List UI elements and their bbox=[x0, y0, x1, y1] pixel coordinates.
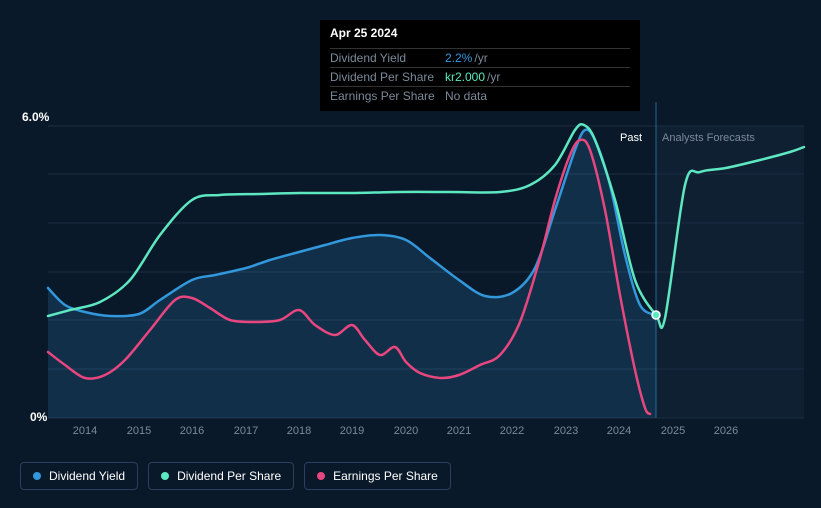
legend-label: Dividend Yield bbox=[49, 469, 125, 483]
tooltip-value: No data bbox=[445, 89, 487, 103]
tooltip-label: Dividend Per Share bbox=[330, 70, 445, 84]
tooltip-value: 2.2% bbox=[445, 51, 472, 65]
tooltip-label: Earnings Per Share bbox=[330, 89, 445, 103]
x-tick: 2023 bbox=[554, 425, 578, 437]
past-label: Past bbox=[620, 132, 642, 144]
legend-item[interactable]: Dividend Yield bbox=[20, 462, 138, 490]
tooltip-unit: /yr bbox=[474, 51, 487, 65]
legend-dot bbox=[161, 472, 169, 480]
x-tick: 2021 bbox=[447, 425, 471, 437]
legend-item[interactable]: Earnings Per Share bbox=[304, 462, 451, 490]
tooltip-row: Earnings Per ShareNo data bbox=[330, 86, 630, 105]
x-axis: 2014 2015 2016 2017 2018 2019 2020 2021 2022 2023… bbox=[0, 425, 821, 441]
x-tick: 2018 bbox=[287, 425, 311, 437]
x-tick: 2014 bbox=[73, 425, 97, 437]
x-tick: 2024 bbox=[607, 425, 631, 437]
legend-dot bbox=[33, 472, 41, 480]
x-tick: 2020 bbox=[394, 425, 418, 437]
legend-dot bbox=[317, 472, 325, 480]
dividend-chart: Apr 25 2024 Dividend Yield2.2% /yrDivide… bbox=[0, 0, 821, 508]
tooltip-row: Dividend Per Sharekr2.000 /yr bbox=[330, 67, 630, 86]
legend-label: Dividend Per Share bbox=[177, 469, 281, 483]
x-tick: 2019 bbox=[340, 425, 364, 437]
legend-item[interactable]: Dividend Per Share bbox=[148, 462, 294, 490]
y-axis-min: 0% bbox=[30, 410, 47, 424]
tooltip-rows: Dividend Yield2.2% /yrDividend Per Share… bbox=[330, 48, 630, 105]
x-tick: 2025 bbox=[661, 425, 685, 437]
forecast-label: Analysts Forecasts bbox=[662, 132, 755, 144]
x-tick: 2016 bbox=[180, 425, 204, 437]
x-tick: 2026 bbox=[714, 425, 738, 437]
x-tick: 2022 bbox=[500, 425, 524, 437]
tooltip-value: kr2.000 bbox=[445, 70, 485, 84]
tooltip-label: Dividend Yield bbox=[330, 51, 445, 65]
forecast-bg bbox=[656, 126, 804, 418]
chart-tooltip: Apr 25 2024 Dividend Yield2.2% /yrDivide… bbox=[320, 20, 640, 111]
legend-label: Earnings Per Share bbox=[333, 469, 438, 483]
x-tick: 2015 bbox=[127, 425, 151, 437]
x-tick: 2017 bbox=[234, 425, 258, 437]
chart-legend: Dividend Yield Dividend Per Share Earnings… bbox=[20, 462, 451, 490]
tooltip-date: Apr 25 2024 bbox=[330, 26, 630, 44]
tooltip-unit: /yr bbox=[487, 70, 500, 84]
y-axis-max: 6.0% bbox=[22, 110, 49, 124]
tooltip-row: Dividend Yield2.2% /yr bbox=[330, 48, 630, 67]
